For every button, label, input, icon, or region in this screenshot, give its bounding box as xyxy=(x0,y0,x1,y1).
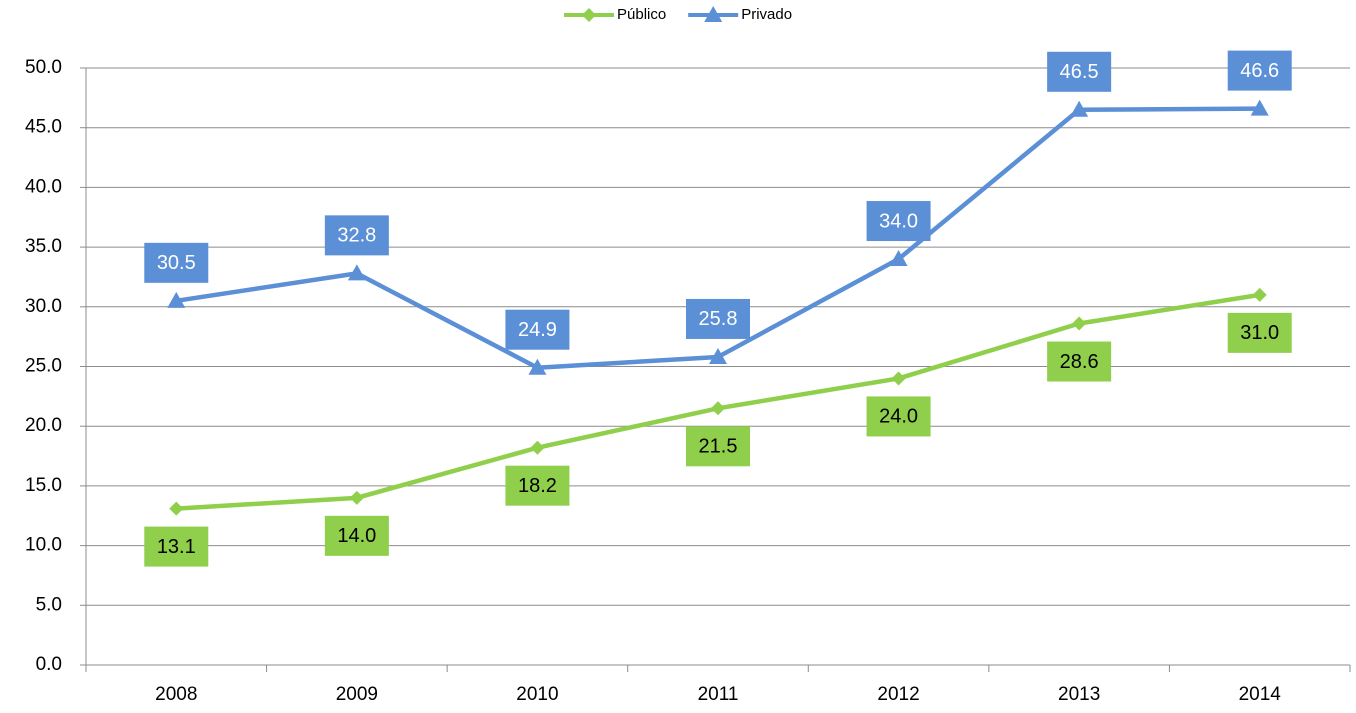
x-tick-label: 2014 xyxy=(1239,684,1282,705)
x-tick-label: 2009 xyxy=(336,684,378,705)
x-tick-label: 2010 xyxy=(516,684,558,705)
y-tick-label: 15.0 xyxy=(25,475,62,496)
y-tick-label: 20.0 xyxy=(25,415,62,436)
y-tick-label: 35.0 xyxy=(25,236,62,257)
marker xyxy=(582,8,596,22)
y-tick-label: 50.0 xyxy=(25,57,62,78)
marker xyxy=(711,401,725,415)
data-label: 30.5 xyxy=(157,252,196,274)
data-label: 13.1 xyxy=(157,536,196,558)
chart: 0.0 5.0 10.0 15.0 20.0 25.0 30.0 35.0 40.0 45.0 50… xyxy=(0,0,1356,713)
data-label: 28.6 xyxy=(1060,351,1099,373)
y-tick-label: 25.0 xyxy=(25,356,62,377)
marker xyxy=(530,441,544,455)
data-label: 31.0 xyxy=(1240,322,1279,344)
x-tick-label: 2008 xyxy=(155,684,197,705)
y-tick-label: 5.0 xyxy=(36,594,62,615)
legend-label: Público xyxy=(617,6,666,23)
y-tick-label: 45.0 xyxy=(25,117,62,138)
data-label: 24.9 xyxy=(518,319,557,341)
data-label: 18.2 xyxy=(518,475,557,497)
y-tick-label: 10.0 xyxy=(25,535,62,556)
x-tick-label: 2013 xyxy=(1058,684,1100,705)
data-label: 21.5 xyxy=(699,436,738,458)
data-label: 14.0 xyxy=(337,525,376,547)
x-tick-label: 2011 xyxy=(698,684,739,705)
y-tick-label: 0.0 xyxy=(36,654,62,675)
marker xyxy=(350,491,364,505)
y-tick-label: 40.0 xyxy=(25,176,62,197)
data-label: 46.6 xyxy=(1240,60,1279,82)
data-label: 46.5 xyxy=(1060,61,1099,83)
data-label: 34.0 xyxy=(879,210,918,232)
y-tick-label: 30.0 xyxy=(25,296,62,317)
marker xyxy=(1072,317,1086,331)
data-label: 32.8 xyxy=(337,225,376,247)
x-tick-label: 2012 xyxy=(877,684,919,705)
marker xyxy=(892,371,906,385)
legend-label: Privado xyxy=(741,6,792,23)
data-label: 24.0 xyxy=(879,406,918,428)
marker xyxy=(169,502,183,516)
data-label: 25.8 xyxy=(699,308,738,330)
marker xyxy=(1253,288,1267,302)
